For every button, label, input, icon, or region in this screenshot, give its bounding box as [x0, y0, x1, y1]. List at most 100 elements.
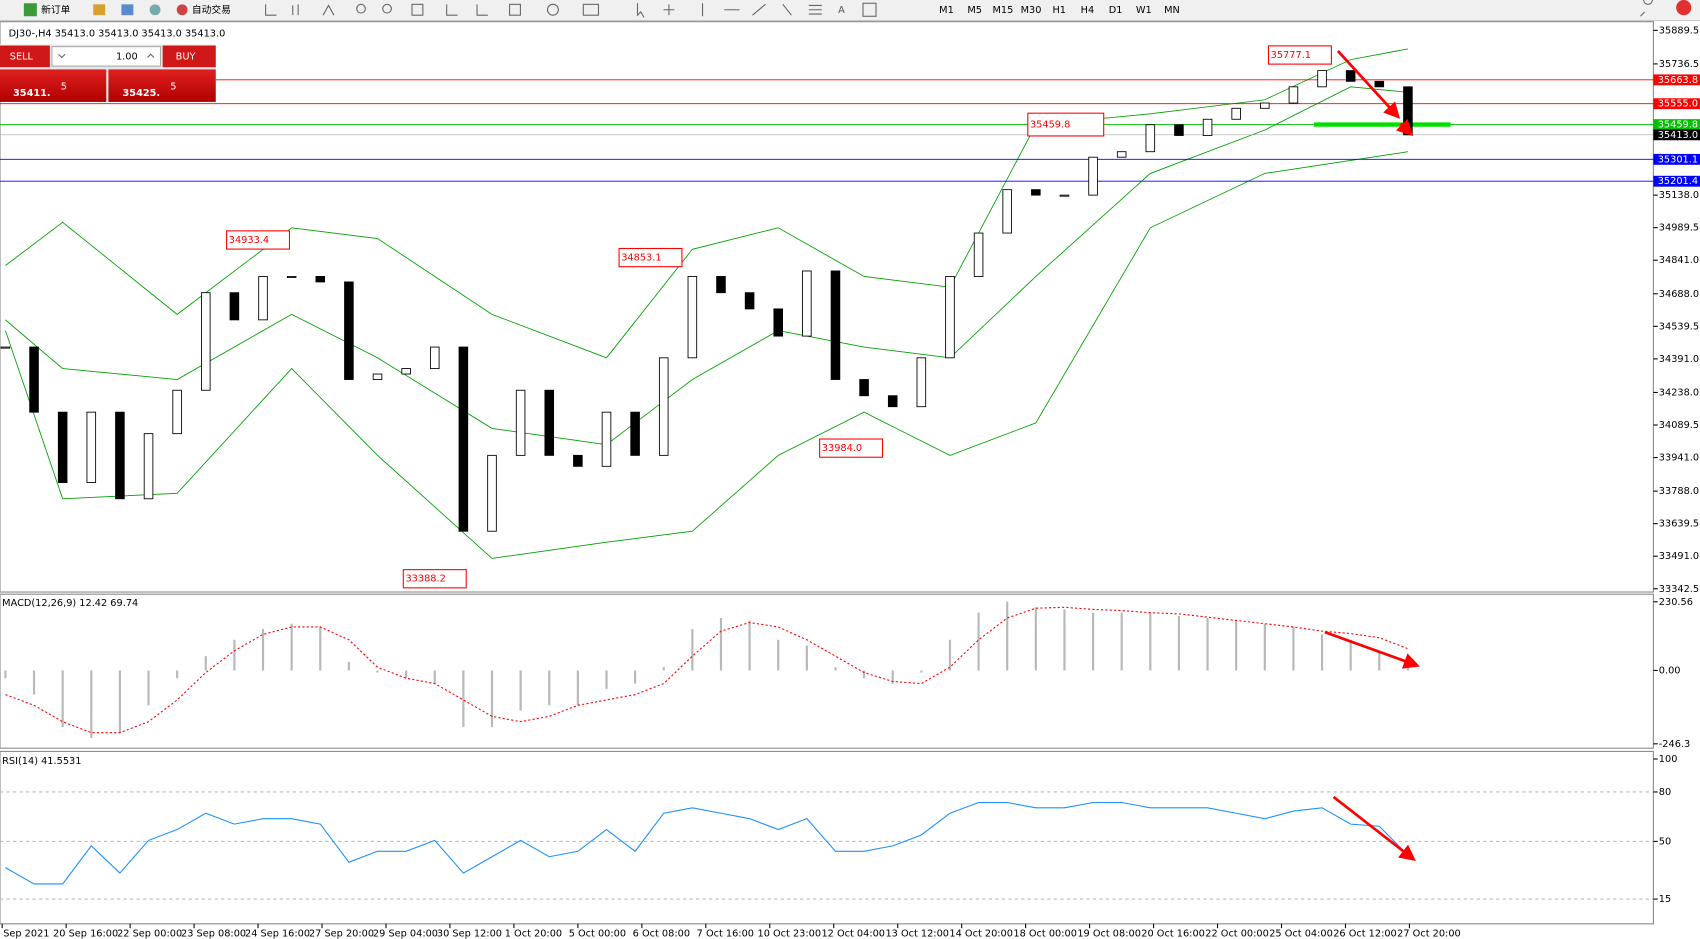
sell-label[interactable]: SELL: [10, 51, 34, 62]
price-annotation: 35459.8: [1030, 120, 1070, 131]
timeframe-button[interactable]: H1: [1052, 5, 1066, 16]
candle: [86, 411, 97, 483]
candle: [429, 346, 440, 369]
price-annotation: 34853.1: [621, 253, 661, 264]
tool-icon[interactable]: [93, 4, 106, 16]
candle: [945, 276, 955, 359]
price-annotation: 33388.2: [405, 574, 445, 585]
macd-bar: [605, 670, 608, 689]
notification-badge[interactable]: [1676, 0, 1692, 16]
candle: [458, 346, 469, 532]
macd-bar: [1206, 618, 1209, 671]
buy-price-box[interactable]: [108, 69, 216, 102]
level-label: 35459.8: [1658, 120, 1698, 131]
sell-price-box[interactable]: [0, 69, 107, 102]
macd-bar: [1263, 623, 1266, 671]
current-price-label: 35413.0: [1658, 130, 1698, 141]
y-tick-label: 35889.5: [1659, 25, 1699, 36]
periods[interactable]: [546, 3, 559, 16]
candle: [859, 379, 869, 397]
annotation-box: [618, 247, 683, 268]
timeframe-button[interactable]: MN: [1164, 5, 1180, 16]
macd-bar: [204, 656, 207, 671]
candle: [687, 276, 698, 359]
candle: [29, 346, 39, 413]
timeframe-button[interactable]: M15: [992, 5, 1013, 16]
candle: [1260, 102, 1270, 109]
buy-button[interactable]: [162, 45, 216, 68]
zoom-out[interactable]: [382, 3, 392, 14]
lot-value[interactable]: 1.00: [116, 51, 138, 62]
scroll-icons[interactable]: [446, 4, 488, 16]
rsi-panel: [0, 750, 1654, 925]
buy-label[interactable]: BUY: [176, 51, 196, 62]
macd-bar: [118, 670, 121, 733]
zoom-in[interactable]: [356, 3, 366, 14]
candle: [258, 276, 268, 321]
indicators[interactable]: [509, 3, 521, 16]
y-tick-label: 33941.0: [1659, 453, 1699, 464]
text-tool[interactable]: A: [838, 5, 845, 16]
macd-bar: [376, 670, 379, 673]
sell-price[interactable]: 35411.: [13, 88, 51, 99]
auto-trading-icon[interactable]: [176, 4, 188, 16]
tool-icon[interactable]: [149, 4, 161, 16]
macd-bar: [662, 667, 665, 671]
macd-bar: [891, 670, 894, 684]
y-tick-label: 34391.0: [1659, 354, 1699, 365]
candle: [716, 276, 726, 294]
lot-spinner[interactable]: [58, 53, 155, 59]
timeframe-button[interactable]: M30: [1021, 5, 1042, 16]
timeframe-button[interactable]: H4: [1081, 5, 1095, 16]
macd-panel: [0, 593, 1654, 749]
candle: [1317, 70, 1327, 88]
annotation-box: [226, 230, 291, 250]
level-label-bg: [1653, 119, 1700, 130]
candle: [887, 395, 898, 408]
level-label-bg: [1653, 153, 1700, 165]
macd-bar: [576, 670, 579, 706]
tile[interactable]: [411, 3, 424, 16]
draw-tools[interactable]: [636, 3, 822, 18]
label-tool[interactable]: [862, 2, 877, 17]
macd-bar: [290, 623, 293, 671]
macd-bar: [347, 661, 350, 671]
y-tick-label: 34841.0: [1659, 255, 1699, 266]
templates[interactable]: [582, 3, 600, 16]
candle: [401, 368, 411, 375]
candle: [1145, 124, 1156, 153]
buy-price[interactable]: 35425.: [123, 88, 161, 99]
auto-trading-button[interactable]: 自动交易: [192, 3, 231, 16]
time-label: 7 Sep 2021: [0, 929, 49, 939]
macd-bar: [777, 639, 780, 671]
buy-price-pips[interactable]: 5: [170, 82, 176, 93]
y-tick-label: 35736.5: [1659, 59, 1699, 70]
timeframe-button[interactable]: M1: [939, 5, 954, 16]
sell-button[interactable]: [0, 45, 50, 68]
macd-bar: [834, 667, 837, 671]
level-label: 35555.0: [1658, 99, 1698, 110]
macd-bar: [319, 626, 322, 671]
price-annotation: 33984.0: [822, 443, 862, 454]
timeframe-button[interactable]: W1: [1136, 5, 1152, 16]
y-tick-label: 15: [1659, 894, 1671, 905]
candle: [1288, 86, 1299, 104]
macd-bar: [1292, 626, 1295, 671]
tool-icon[interactable]: [121, 4, 134, 16]
time-label: 29 Sep 04:00: [373, 929, 438, 939]
sell-price-pips[interactable]: 5: [61, 82, 67, 93]
candle: [544, 389, 555, 456]
annotation-box: [1027, 112, 1105, 137]
y-tick-label: 34688.0: [1659, 289, 1699, 300]
search[interactable]: [1639, 0, 1653, 17]
chart-type-icons[interactable]: [265, 4, 335, 16]
new-order-icon[interactable]: [23, 3, 37, 17]
timeframe-button[interactable]: M5: [967, 5, 982, 16]
new-order-button[interactable]: 新订单: [41, 3, 70, 16]
timeframe-button[interactable]: D1: [1109, 5, 1123, 16]
candle: [344, 281, 354, 380]
time-label: 13 Oct 12:00: [885, 929, 949, 939]
annotation-box: [402, 569, 467, 589]
lot-input[interactable]: [51, 46, 162, 67]
rsi-label: RSI(14) 41.5531: [2, 756, 81, 767]
